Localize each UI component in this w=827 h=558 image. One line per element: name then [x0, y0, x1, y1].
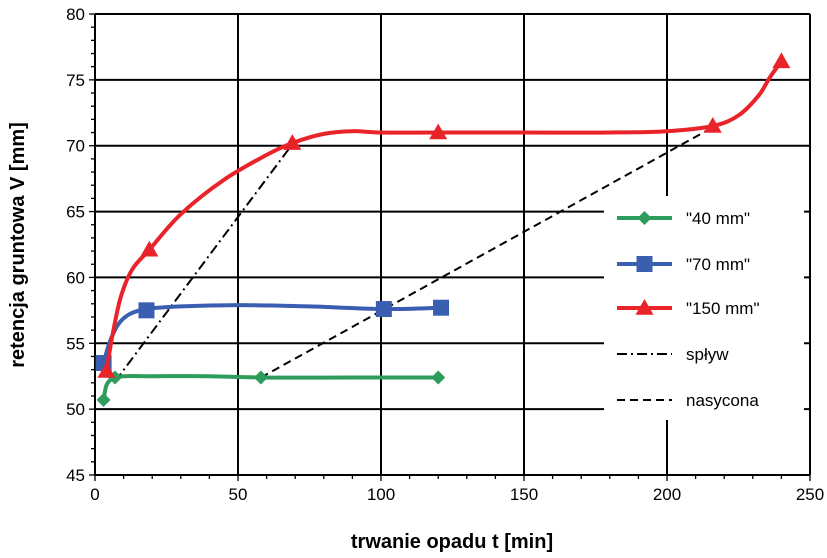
data-point-40mm — [431, 370, 446, 385]
data-point-150mm — [283, 134, 302, 150]
x-tick-label: 50 — [229, 485, 248, 504]
y-tick-label: 60 — [66, 268, 85, 287]
x-tick-label: 0 — [90, 485, 99, 504]
x-tick-label: 150 — [510, 485, 538, 504]
series-line-40mm — [101, 374, 441, 402]
legend-label-150mm: "150 mm" — [686, 299, 759, 318]
x-tick-label: 250 — [796, 485, 824, 504]
legend-marker-70mm — [636, 256, 653, 272]
grid — [95, 13, 811, 475]
data-point-70mm — [375, 301, 392, 318]
data-point-40mm — [96, 392, 111, 407]
y-tick-label: 80 — [66, 5, 85, 24]
legend-label-spyw: spływ — [686, 345, 729, 364]
data-point-70mm — [433, 299, 450, 316]
data-point-40mm — [253, 370, 268, 385]
x-axis-label: trwanie opadu t [min] — [351, 531, 553, 553]
data-point-150mm — [140, 240, 159, 257]
y-tick-label: 70 — [66, 137, 85, 156]
y-tick-label: 50 — [66, 400, 85, 419]
legend-label-40mm: "40 mm" — [686, 209, 750, 228]
tick-labels: 45 50 55 60 65 70 75 80 0 50 100 150 200 250 — [66, 5, 824, 504]
data-point-150mm — [772, 52, 791, 69]
x-tick-label: 100 — [367, 485, 395, 504]
legend: "40 mm" "70 mm" "150 mm" spływ nasycona — [604, 196, 804, 420]
y-tick-label: 65 — [66, 203, 85, 222]
legend-label-nasycona: nasycona — [686, 391, 759, 410]
legend-marker-150mm — [635, 299, 654, 315]
series-line-150mm — [104, 59, 784, 373]
series-line-nasycona — [260, 126, 714, 379]
y-tick-label: 55 — [66, 334, 85, 353]
data-point-150mm — [97, 361, 116, 378]
legend-marker-40mm — [637, 211, 652, 225]
y-tick-label: 45 — [66, 466, 85, 485]
y-tick-label: 75 — [66, 71, 85, 90]
y-axis-label: retencja gruntowa V [mm] — [7, 122, 29, 368]
series-layer — [95, 52, 791, 407]
series-line-spyw — [114, 139, 297, 383]
data-point-70mm — [138, 302, 155, 319]
data-point-150mm — [703, 116, 722, 133]
axes — [89, 13, 811, 481]
data-point-150mm — [429, 123, 448, 140]
x-tick-label: 200 — [653, 485, 681, 504]
legend-label-70mm: "70 mm" — [686, 255, 750, 274]
